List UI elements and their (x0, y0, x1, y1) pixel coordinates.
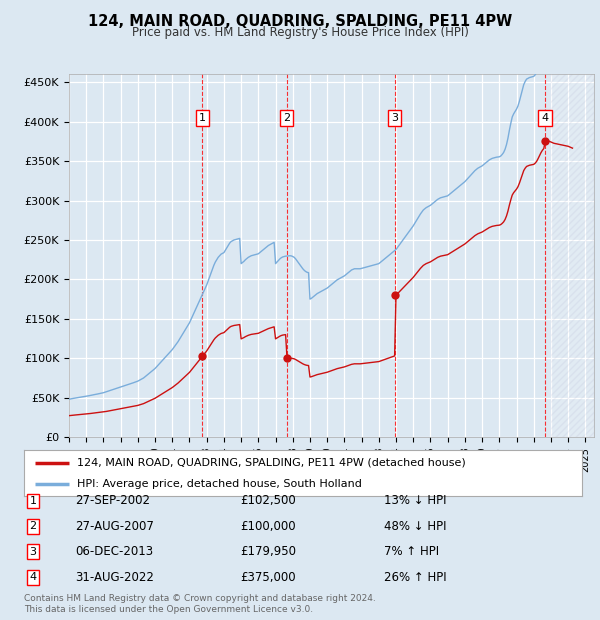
Text: 27-SEP-2002: 27-SEP-2002 (75, 495, 150, 507)
Text: 2: 2 (29, 521, 37, 531)
Bar (551, 74, 594, 437)
Text: 27-AUG-2007: 27-AUG-2007 (75, 520, 154, 533)
Text: 124, MAIN ROAD, QUADRING, SPALDING, PE11 4PW (detached house): 124, MAIN ROAD, QUADRING, SPALDING, PE11… (77, 458, 466, 467)
Text: 4: 4 (29, 572, 37, 582)
Text: 13% ↓ HPI: 13% ↓ HPI (384, 495, 446, 507)
Text: Contains HM Land Registry data © Crown copyright and database right 2024.
This d: Contains HM Land Registry data © Crown c… (24, 595, 376, 614)
Text: HPI: Average price, detached house, South Holland: HPI: Average price, detached house, Sout… (77, 479, 362, 489)
Text: 124, MAIN ROAD, QUADRING, SPALDING, PE11 4PW: 124, MAIN ROAD, QUADRING, SPALDING, PE11… (88, 14, 512, 29)
Text: 2: 2 (283, 113, 290, 123)
Text: 26% ↑ HPI: 26% ↑ HPI (384, 571, 446, 583)
Text: 06-DEC-2013: 06-DEC-2013 (75, 546, 153, 558)
Text: £102,500: £102,500 (240, 495, 296, 507)
Text: 1: 1 (199, 113, 206, 123)
Text: £179,950: £179,950 (240, 546, 296, 558)
Text: 4: 4 (542, 113, 548, 123)
Text: £100,000: £100,000 (240, 520, 296, 533)
Text: 31-AUG-2022: 31-AUG-2022 (75, 571, 154, 583)
Text: £375,000: £375,000 (240, 571, 296, 583)
Text: 1: 1 (29, 496, 37, 506)
Text: 3: 3 (391, 113, 398, 123)
Text: 48% ↓ HPI: 48% ↓ HPI (384, 520, 446, 533)
Text: 7% ↑ HPI: 7% ↑ HPI (384, 546, 439, 558)
Text: 3: 3 (29, 547, 37, 557)
Text: Price paid vs. HM Land Registry's House Price Index (HPI): Price paid vs. HM Land Registry's House … (131, 26, 469, 39)
